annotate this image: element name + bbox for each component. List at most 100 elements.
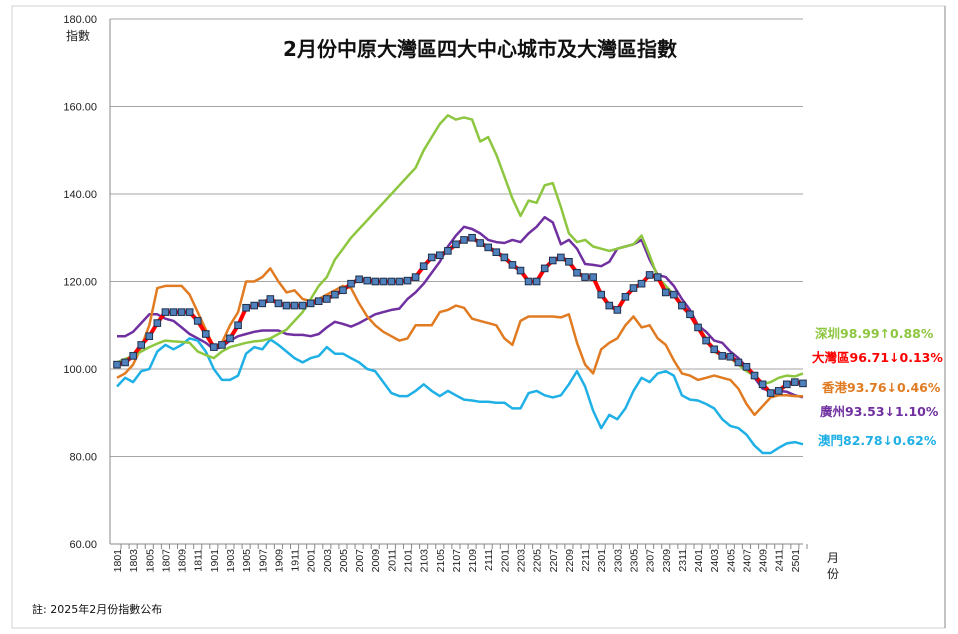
data-point-marker: [661, 288, 670, 297]
data-point-marker: [323, 295, 331, 303]
data-point-marker: [766, 389, 775, 397]
data-point-marker: [339, 286, 347, 295]
data-point-marker: [791, 378, 799, 386]
x-tick-label: 2401: [693, 549, 705, 573]
data-point-marker: [573, 268, 581, 277]
data-point-marker: [799, 379, 807, 388]
x-axis-label-char: 份: [827, 567, 839, 581]
x-tick-label: 2103: [419, 549, 431, 573]
x-axis-label: 月份: [827, 551, 839, 581]
data-point-marker: [387, 277, 396, 286]
data-point-marker: [298, 301, 307, 310]
legend-change: 0.46%: [897, 380, 941, 395]
x-tick-label: 2109: [467, 549, 479, 573]
x-tick-label: 2201: [499, 549, 511, 573]
x-tick-label: 2209: [564, 549, 576, 573]
x-tick-label: 1809: [177, 549, 189, 573]
data-point-marker: [605, 301, 614, 310]
x-tick-label: 1903: [225, 549, 237, 573]
data-point-marker: [629, 284, 638, 292]
data-point-marker: [121, 358, 129, 367]
data-point-marker: [645, 271, 654, 279]
data-point-marker: [363, 276, 371, 285]
legend-label: 香港93.76: [821, 380, 887, 395]
x-tick-label: 2107: [451, 549, 463, 573]
y-tick-label: 120.00: [63, 277, 97, 289]
x-tick-label: 2211: [580, 549, 592, 572]
x-tick-label: 2501: [790, 549, 802, 573]
data-point-marker: [581, 273, 589, 281]
data-point-marker: [282, 301, 291, 310]
data-point-marker: [670, 290, 678, 299]
data-point-marker: [306, 299, 315, 308]
data-point-marker: [347, 279, 355, 288]
legend-change: 1.10%: [895, 404, 939, 419]
data-point-marker: [468, 233, 476, 242]
x-tick-label: 2305: [628, 549, 640, 573]
legend-entry: 大灣區96.71↓0.13%: [812, 350, 943, 365]
data-point-marker: [774, 387, 783, 395]
x-tick-label: 2409: [758, 549, 770, 573]
data-point-marker: [290, 301, 299, 310]
x-tick-label: 2005: [338, 549, 350, 573]
data-point-marker: [589, 273, 597, 281]
data-point-marker: [758, 380, 767, 389]
x-tick-label: 2001: [306, 549, 318, 573]
series-lines: [113, 114, 807, 455]
data-point-marker: [193, 317, 202, 325]
x-tick-label: 2203: [516, 549, 528, 573]
series-line-澳門: [116, 337, 804, 455]
arrow-down-icon: ↓: [887, 380, 897, 395]
data-point-marker: [210, 343, 218, 351]
data-point-marker: [169, 308, 178, 316]
data-point-marker: [565, 258, 573, 266]
x-tick-label: 2003: [322, 549, 334, 573]
data-point-marker: [750, 371, 759, 380]
x-tick-label: 1803: [128, 549, 140, 573]
legend-change: 0.62%: [893, 433, 937, 448]
x-tick-label: 1801: [112, 549, 124, 573]
legend-label: 深圳98.99: [815, 326, 880, 341]
arrow-up-icon: ↑: [880, 326, 890, 341]
footnote: 註: 2025年2月份指數公布: [32, 602, 162, 616]
x-tick-label: 1901: [209, 549, 221, 573]
x-tick-label: 1909: [273, 549, 285, 573]
x-tick-label: 2309: [661, 549, 673, 573]
x-tick-label: 2307: [645, 549, 657, 573]
data-point-marker: [218, 341, 226, 349]
chart-title: 2月份中原大灣區四大中心城市及大灣區指數: [283, 37, 677, 61]
legend-label: 大灣區96.71: [812, 350, 889, 365]
y-tick-label: 180.00: [63, 14, 97, 26]
x-tick-label: 2411: [774, 549, 786, 572]
x-axis-label-char: 月: [827, 551, 839, 565]
data-point-marker: [331, 290, 339, 299]
series-line-香港: [116, 267, 804, 417]
data-point-marker: [419, 262, 428, 270]
data-point-marker: [524, 277, 533, 286]
y-axis-label: 指數: [66, 28, 90, 43]
x-tick-label: 2111: [483, 549, 495, 571]
data-point-marker: [686, 310, 694, 319]
legend-change: 0.13%: [900, 350, 944, 365]
x-tick-label: 2105: [435, 549, 447, 573]
x-tick-labels: 1801 1803 1805 1807 1809 1811 1901 1903 1905 1907…: [112, 549, 802, 573]
data-point-marker: [492, 248, 501, 256]
data-point-marker: [742, 363, 751, 371]
x-tick-label: 2303: [612, 549, 624, 573]
data-point-marker: [234, 321, 242, 330]
x-tick-label: 2207: [548, 549, 560, 573]
data-point-marker: [113, 360, 121, 369]
data-point-marker: [395, 277, 404, 286]
y-tick-labels: 60.00 80.00 100.00 120.00 140.00 160.00 180.00: [63, 14, 97, 551]
data-point-marker: [597, 290, 606, 299]
data-point-marker: [161, 308, 170, 316]
legend-label: 廣州93.53: [820, 404, 885, 419]
data-point-marker: [226, 334, 234, 343]
data-point-marker: [145, 332, 154, 340]
data-point-marker: [403, 276, 412, 285]
y-tick-label: 160.00: [63, 102, 97, 114]
data-point-marker: [783, 380, 791, 389]
data-point-marker: [274, 299, 283, 308]
data-point-marker: [540, 264, 549, 273]
